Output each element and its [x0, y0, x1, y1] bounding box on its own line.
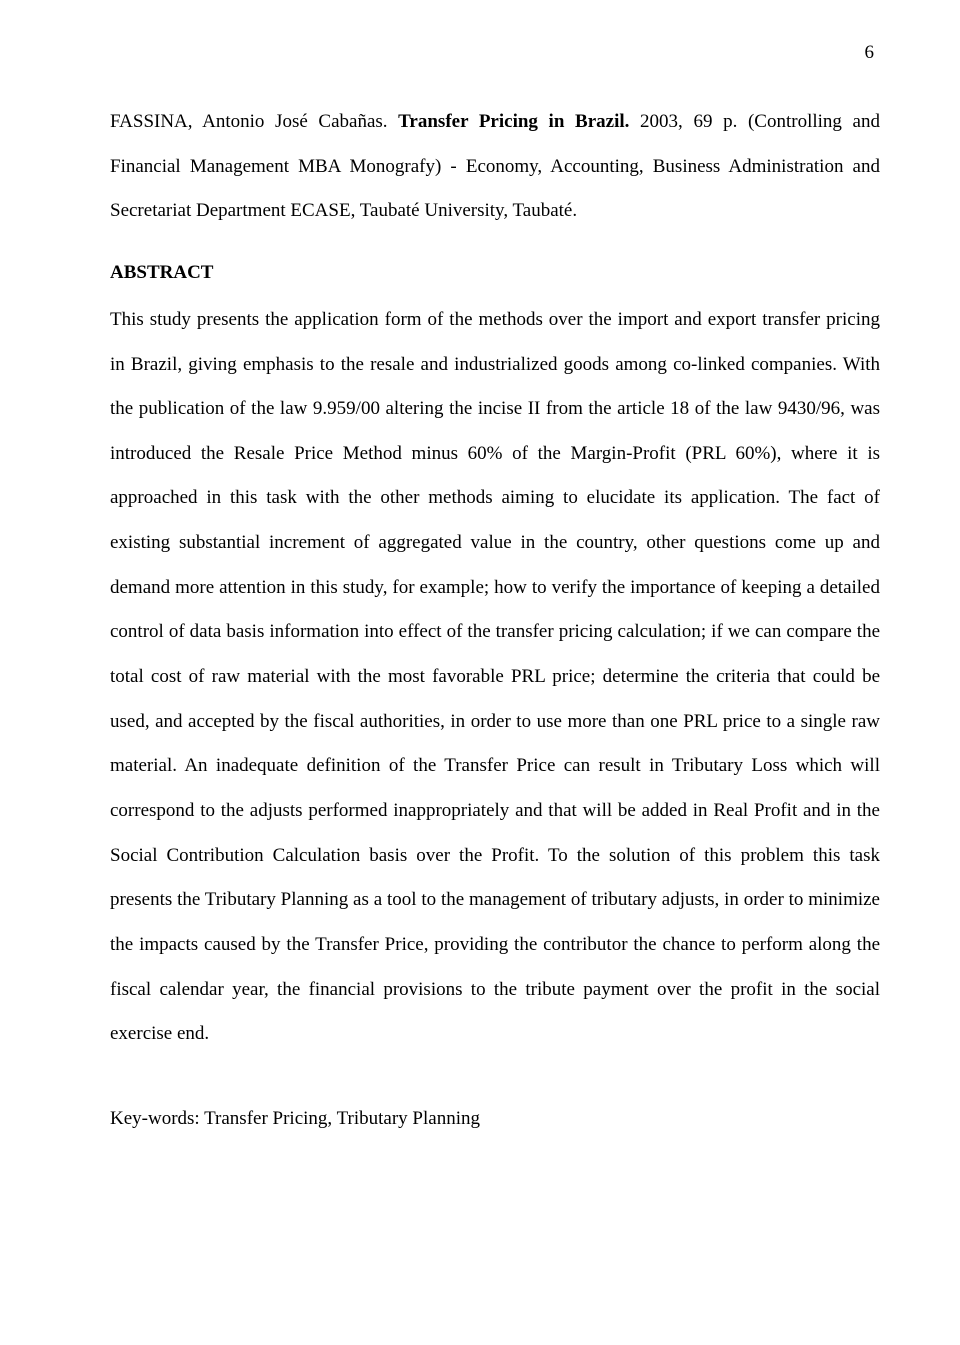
- abstract-body: This study presents the application form…: [110, 298, 880, 1057]
- page-number: 6: [110, 42, 880, 64]
- citation-block: FASSINA, Antonio José Cabañas. Transfer …: [110, 100, 880, 234]
- citation-author: FASSINA, Antonio José Cabañas.: [110, 111, 398, 132]
- citation-title: Transfer Pricing in Brazil.: [398, 111, 629, 132]
- keywords: Key-words: Transfer Pricing, Tributary P…: [110, 1097, 880, 1142]
- abstract-heading: ABSTRACT: [110, 262, 880, 284]
